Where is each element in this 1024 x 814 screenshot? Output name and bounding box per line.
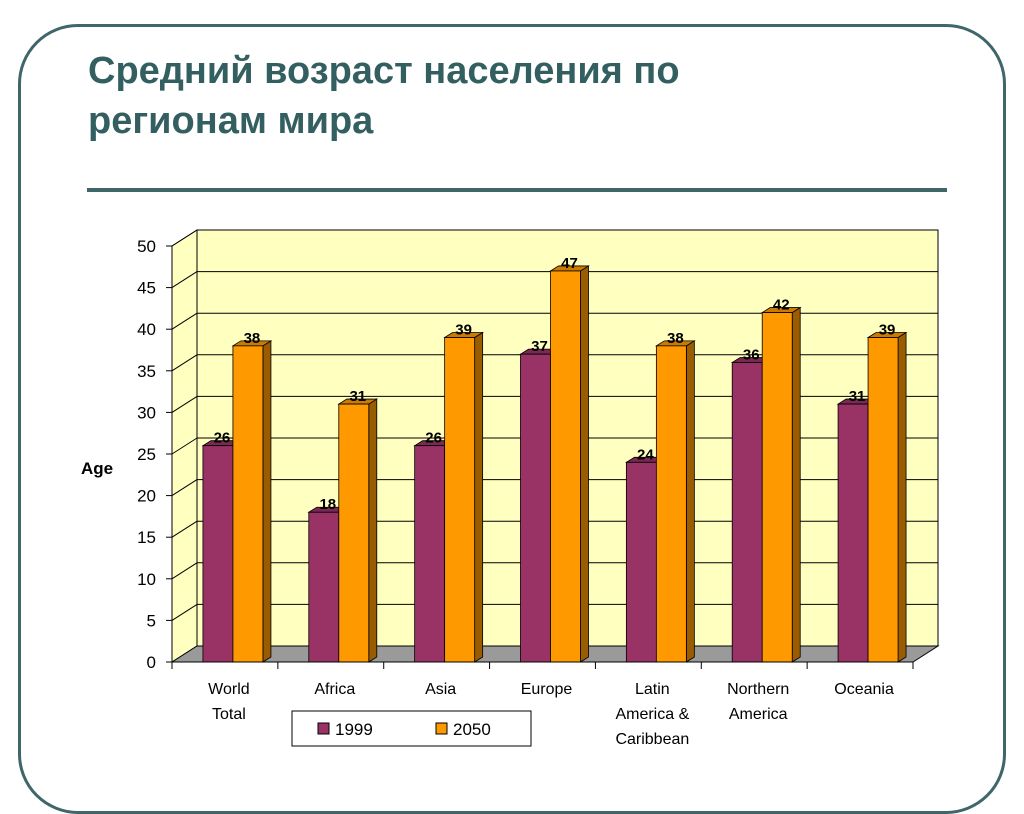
data-label: 38: [244, 330, 261, 347]
gridline-side: [171, 479, 198, 497]
data-label: 39: [879, 322, 896, 339]
y-tick-label: 40: [137, 320, 156, 339]
bar-side: [580, 265, 589, 663]
bar-1999: [837, 403, 869, 663]
bar-2050: [444, 337, 476, 663]
bar-side: [791, 306, 801, 663]
bar-1999: [414, 445, 446, 663]
data-label: 31: [849, 388, 866, 405]
bar-side: [897, 331, 907, 663]
gridline-side: [171, 603, 198, 621]
bar-side: [368, 398, 378, 663]
category-label-line: Africa: [314, 681, 355, 698]
data-label: 24: [637, 446, 654, 463]
category-label-line: Europe: [521, 681, 573, 698]
category-label: Europe: [521, 681, 573, 698]
category-label: Africa: [314, 681, 355, 698]
data-label: 47: [561, 255, 578, 272]
legend-label-2050: 2050: [453, 720, 491, 739]
bar-side: [262, 340, 272, 663]
chart-data-labels: 26 38 18 31 26 39 37 47 24 38 36 42 31 39: [214, 255, 896, 513]
legend-label-1999: 1999: [335, 720, 373, 739]
category-label-line: Oceania: [834, 681, 894, 698]
y-tick-label: 25: [137, 445, 156, 464]
legend-swatch-2050: [435, 722, 448, 735]
y-tick-label: 20: [137, 487, 156, 506]
gridline-side: [171, 271, 198, 289]
legend-swatch-1999: [317, 722, 330, 735]
bar-1999: [731, 362, 763, 663]
category-label-line: World: [208, 681, 250, 698]
category-label: Asia: [425, 681, 456, 698]
y-axis-title: Age: [81, 459, 113, 478]
title-divider: [87, 188, 947, 192]
category-label-line: Total: [212, 706, 246, 723]
gridline-side: [171, 354, 198, 372]
y-tick-label: 10: [137, 570, 156, 589]
category-label-line: Asia: [425, 681, 456, 698]
category-label-line: Caribbean: [615, 731, 689, 748]
data-label: 37: [531, 338, 548, 355]
y-tick-label: 45: [137, 279, 156, 298]
bar-2050: [655, 345, 687, 663]
category-label-line: America: [729, 706, 788, 723]
bar-2050: [550, 270, 581, 663]
chart-axes: World Total Africa Asia Europe Latin America &…: [81, 237, 914, 748]
y-tick-label: 30: [137, 403, 156, 422]
bar-chart: 26 38 18 31 26 39 37 47 24 38 36 42 31 39 World Total A…: [81, 229, 940, 748]
category-label: World Total: [208, 681, 250, 723]
gridline-side: [171, 520, 198, 538]
y-tick-label: 35: [137, 362, 156, 381]
data-label: 18: [319, 496, 336, 513]
category-label-line: America &: [615, 706, 689, 723]
y-tick-label: 50: [137, 237, 156, 256]
bar-1999: [625, 461, 657, 663]
data-label: 31: [349, 388, 366, 405]
y-tick-label: 15: [137, 528, 156, 547]
data-label: 36: [743, 346, 760, 363]
category-label-line: Northern: [727, 681, 789, 698]
data-label: 38: [667, 330, 684, 347]
data-label: 39: [455, 322, 472, 339]
gridline-side: [171, 395, 198, 413]
slide-title: Средний возраст населения по регионам ми…: [88, 50, 680, 142]
bar-2050: [232, 345, 264, 663]
y-tick-label: 0: [147, 653, 156, 672]
bar-side: [474, 331, 484, 663]
y-tick-label: 5: [147, 611, 156, 630]
category-label: Northern America: [727, 681, 789, 723]
bar-2050: [867, 337, 899, 663]
gridline-side: [171, 229, 198, 247]
data-label: 42: [773, 297, 790, 314]
bar-2050: [761, 312, 793, 663]
gridline-side: [171, 312, 198, 330]
bar-1999: [308, 511, 340, 663]
gridline-side: [171, 437, 198, 455]
bar-1999: [202, 445, 234, 663]
category-label-line: Latin: [635, 681, 670, 698]
category-label: Latin America & Caribbean: [615, 681, 689, 748]
gridline-side: [171, 562, 198, 580]
chart-legend: 1999 2050: [291, 710, 532, 747]
data-label: 26: [425, 430, 442, 447]
data-label: 26: [214, 430, 231, 447]
legend-box: [291, 710, 532, 747]
bar-1999: [520, 353, 551, 663]
bar-side: [685, 340, 695, 663]
category-label: Oceania: [834, 681, 894, 698]
bar-2050: [338, 403, 370, 663]
